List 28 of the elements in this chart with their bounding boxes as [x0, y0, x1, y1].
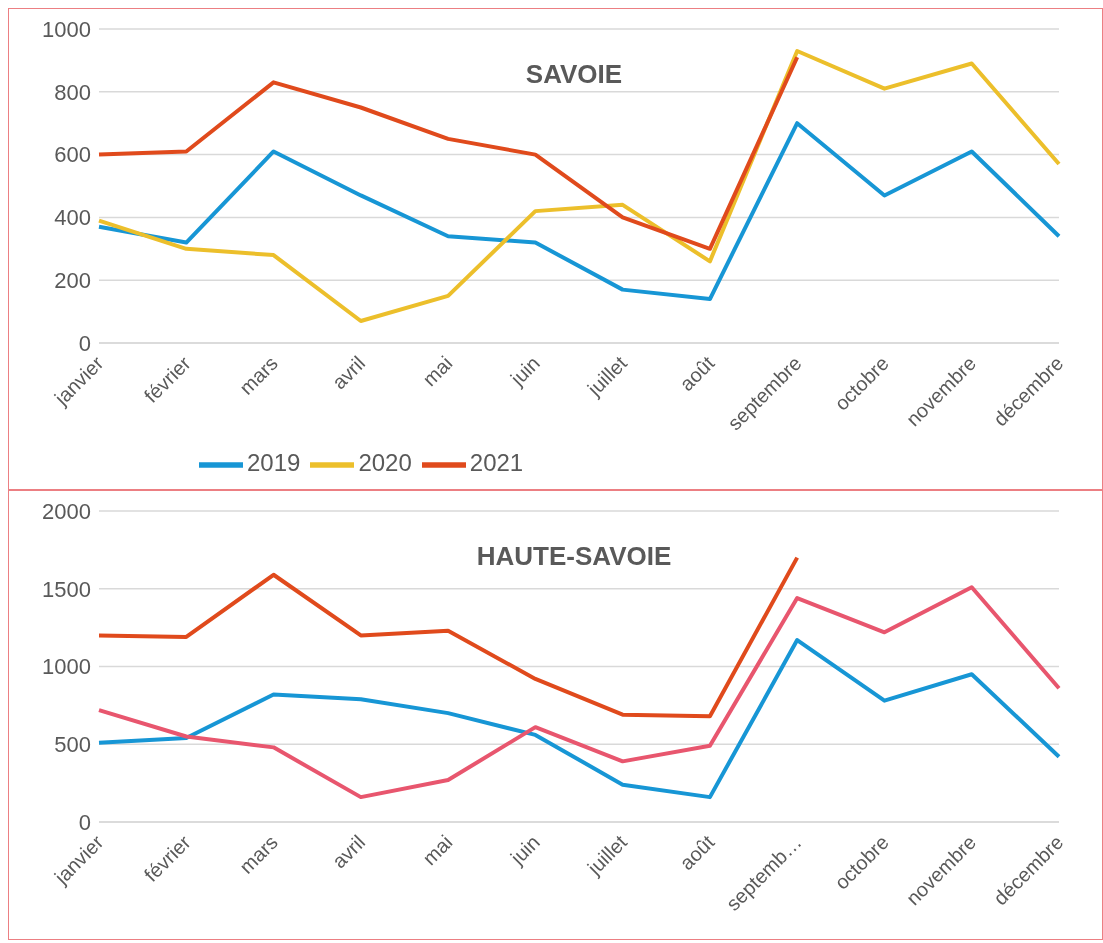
line-series — [97, 121, 1061, 302]
y-tick-label: 600 — [54, 142, 91, 168]
line-series — [97, 638, 1061, 800]
y-tick-label: 0 — [78, 330, 91, 356]
legend-label: 2020 — [358, 449, 412, 477]
y-tick-label: 500 — [54, 732, 91, 758]
legend-label: 2021 — [469, 449, 524, 477]
y-tick-label: 200 — [54, 268, 91, 294]
y-tick-label: 800 — [54, 79, 91, 105]
legend-label: 2019 — [247, 449, 301, 477]
x-tick-label: avril — [327, 830, 370, 873]
line-series — [97, 55, 800, 251]
text: HAUTE-SAVOIE — [475, 541, 673, 572]
y-tick-label: 1000 — [42, 654, 91, 680]
x-tick-label: mai — [418, 830, 457, 870]
y-tick-label: 0 — [78, 809, 91, 835]
x-tick-label: mai — [418, 351, 457, 391]
x-tick-label: août — [675, 830, 719, 875]
y-tick-label: 2000 — [42, 498, 91, 524]
x-tick-label: août — [675, 351, 719, 396]
x-tick-label: juin — [505, 351, 544, 391]
text: SAVOIE — [524, 59, 624, 90]
y-tick-label: 400 — [54, 205, 91, 231]
line-series — [97, 585, 1061, 800]
x-tick-label: juin — [505, 830, 544, 870]
x-tick-label: avril — [327, 351, 370, 394]
y-tick-label: 1500 — [42, 576, 91, 602]
y-tick-label: 1000 — [42, 16, 91, 42]
